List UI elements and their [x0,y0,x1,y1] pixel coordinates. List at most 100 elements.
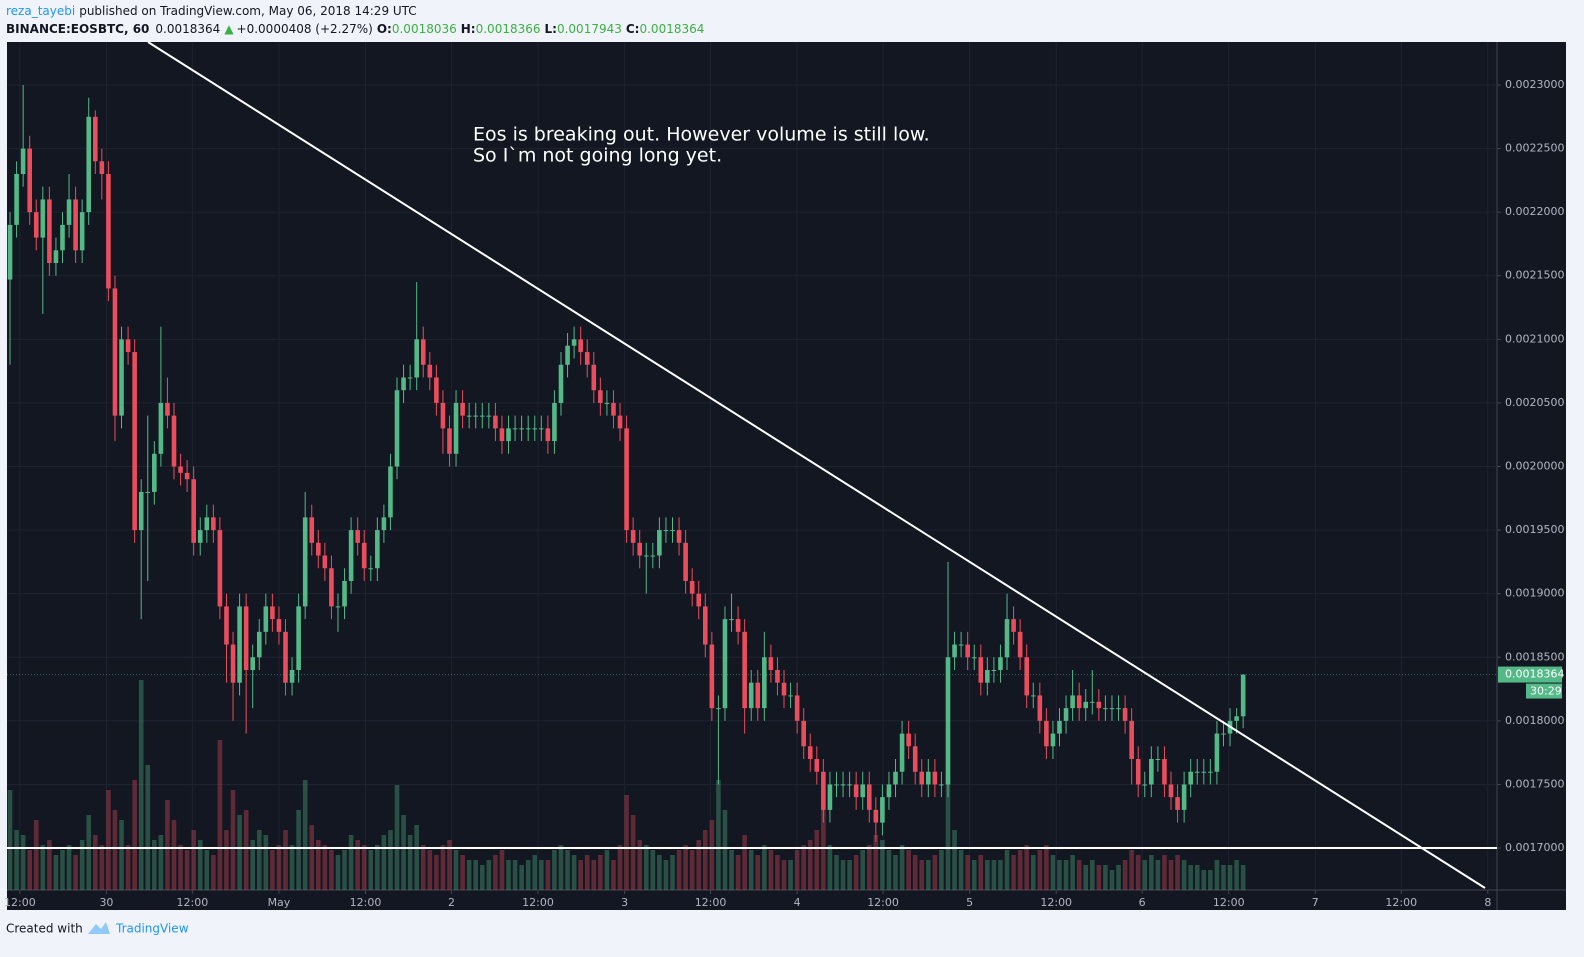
candle-body [184,472,190,480]
volume-bar [211,855,216,890]
candle-body [388,466,393,518]
candle-body [289,669,295,683]
candle-body [368,568,374,570]
volume-bar [289,845,295,890]
candle-body [1234,716,1239,721]
candle-body [329,568,334,607]
volume-bar [978,855,984,890]
candle-body [460,402,465,416]
candle-body [27,148,32,213]
volume-bar [1057,860,1062,890]
volume-bar [1227,865,1233,890]
candle-body [755,682,761,709]
volume-bar [152,840,157,890]
candle-body [512,428,518,430]
candle-body [532,428,538,430]
volume-bar [571,855,577,890]
candle-body [657,530,662,556]
x-tick-label: 12:00 [1040,896,1072,909]
volume-bar [971,860,977,890]
candle-body [401,377,406,391]
volume-bar [20,835,26,890]
candle-body [578,339,583,353]
volume-bar [158,835,164,890]
candle-body [1011,619,1016,632]
published: published on TradingView.com, May 06, 20… [79,4,416,18]
volume-bar [919,860,925,890]
volume-bar [1214,860,1220,890]
candle-body [309,517,315,543]
candle-body [1129,720,1134,760]
volume-bar [1103,865,1108,890]
candle-body [1116,708,1121,710]
volume-bar [296,810,301,890]
candle-body [1181,784,1187,810]
volume-bar [499,850,505,890]
candle-body [86,116,92,213]
candle-body [270,606,275,620]
author[interactable]: reza_tayebi [6,4,75,18]
candle-body [138,491,144,531]
candle-body [1089,701,1095,703]
candle-body [539,428,544,430]
candle-body [243,606,249,670]
footer-brand[interactable]: TradingView [115,922,189,936]
candle-body [998,657,1003,670]
candle-body [47,199,52,264]
volume-bar [670,855,675,890]
volume-bar [709,820,715,890]
footer-created: Created with [6,922,83,936]
candle-body [794,695,800,721]
candle-body [1214,733,1220,772]
candle-body [801,720,806,747]
candle-body [479,415,485,417]
volume-bar [1122,860,1128,890]
candle-body [893,771,898,785]
candle-body [165,402,170,416]
l-value: 0.0017943 [557,22,622,36]
volume-bar [407,835,413,890]
x-tick-label: 5 [966,896,973,909]
volume-bar [414,825,419,890]
y-tick-label: 0.0018500 [1505,650,1565,663]
candle-body [447,428,452,454]
volume-bar [1109,870,1115,890]
volume-bar [40,845,46,890]
volume-bar [1234,860,1239,890]
ohlc-line: BINANCE:EOSBTC, 60 0.0018364 ▲ +0.0000408 (… [6,22,704,36]
x-tick-label: 12:00 [177,896,209,909]
x-tick-label: 12:00 [522,896,554,909]
candle-body [788,695,793,697]
volume-bar [794,850,800,890]
volume-bar [1083,865,1089,890]
candles [7,84,1497,842]
candle-body [650,555,656,557]
volume-bar [506,860,511,890]
c-label: C: [626,22,640,36]
x-tick-label: 12:00 [867,896,899,909]
candle-body [1208,771,1213,773]
volume-bar [539,860,544,890]
candle-body [335,606,341,608]
volume-bar [479,865,485,890]
candle-body [821,771,826,810]
candle-body [873,809,879,823]
candle-body [703,606,708,645]
volume-bar [643,845,649,890]
header-line: reza_tayebi published on TradingView.com,… [6,4,417,18]
candle-body [952,644,957,658]
volume-bar [230,790,236,890]
volume-bar [1004,850,1010,890]
x-tick-label: 12:00 [1385,896,1417,909]
candle-body [814,759,820,772]
x-tick-label: 30 [99,896,113,909]
candle-body [525,428,531,430]
candle-body [322,555,328,569]
volume-bar [1116,865,1121,890]
volume-bar [368,850,374,890]
volume-bar [873,835,879,890]
candle-body [381,517,387,531]
x-tick-label: 4 [794,896,801,909]
x-tick-label: 6 [1139,896,1146,909]
